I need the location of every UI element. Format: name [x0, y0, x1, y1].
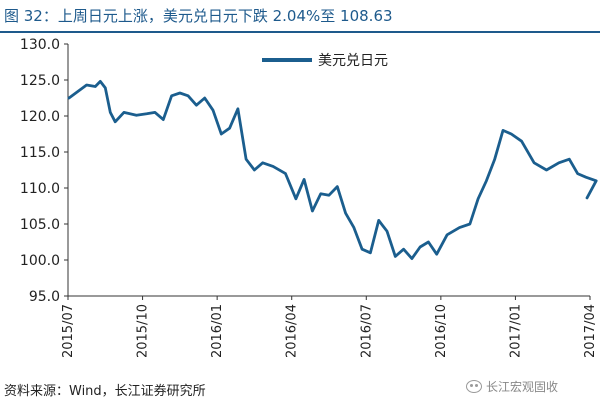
x-tick-label: 2017/01 [508, 304, 523, 358]
data-point [585, 176, 587, 179]
data-point [237, 107, 239, 110]
data-point [520, 140, 523, 143]
data-point [245, 158, 248, 161]
data-point [545, 169, 548, 171]
y-tick-label: 105.0 [20, 217, 60, 233]
y-tick-label: 110.0 [20, 181, 60, 197]
data-point [295, 197, 297, 200]
data-point [435, 253, 438, 256]
line-chart: 95.0 100.0 105.0 110.0 115.0 120.0 125.0 130.0 2… [20, 37, 598, 358]
watermark: 长江宏观固收 [466, 378, 558, 395]
data-point [145, 112, 148, 115]
data-point [353, 226, 355, 229]
wechat-icon [466, 380, 482, 393]
data-point [311, 210, 314, 212]
data-point [336, 185, 339, 188]
data-point [344, 212, 347, 215]
data-point [402, 248, 405, 251]
data-point [493, 158, 496, 161]
y-tick-label: 115.0 [20, 145, 60, 161]
data-point [411, 257, 413, 260]
x-tick-label: 2015/10 [136, 304, 151, 358]
x-tick-label: 2016/04 [285, 304, 300, 358]
data-point [458, 226, 461, 229]
x-tick-label: 2016/01 [210, 304, 225, 358]
data-point [228, 127, 231, 130]
data-point [477, 197, 479, 200]
x-tick-label: 2015/07 [61, 304, 76, 358]
x-tick-label: 2016/10 [434, 304, 449, 358]
data-point [104, 87, 107, 89]
data-point [195, 104, 198, 107]
data-point [427, 241, 430, 243]
data-point [419, 246, 421, 248]
data-point [394, 255, 397, 258]
legend-label: 美元兑日元 [318, 53, 388, 69]
data-point [212, 109, 214, 112]
data-point [123, 111, 125, 114]
data-point [558, 161, 560, 164]
data-point [135, 114, 138, 117]
data-point [272, 165, 274, 168]
data-point [377, 219, 380, 222]
source-note: 资料来源：Wind，长江证券研究所 [4, 384, 206, 399]
y-tick-label: 125.0 [20, 73, 60, 89]
data-point [109, 111, 112, 114]
y-tick-label: 100.0 [20, 253, 60, 269]
x-tick-label: 2017/04 [583, 304, 598, 358]
data-point [187, 94, 190, 97]
data-point [361, 248, 363, 251]
data-point [68, 97, 70, 99]
y-tick-label: 120.0 [20, 109, 60, 125]
data-point [85, 84, 88, 86]
plot-area [67, 80, 598, 261]
data-point [510, 133, 513, 135]
data-point [203, 97, 206, 99]
data-point [154, 111, 156, 114]
data-point [586, 197, 588, 199]
data-point [179, 92, 181, 94]
data-point [369, 251, 372, 254]
data-point [328, 194, 330, 197]
data-point [595, 179, 598, 182]
data-point [284, 172, 287, 175]
series-line-usd-jpy [67, 80, 598, 261]
data-point [469, 223, 471, 225]
data-point [94, 85, 97, 88]
data-point [576, 172, 579, 175]
watermark-text: 长江宏观固收 [486, 380, 559, 394]
data-point [261, 161, 264, 164]
data-point [99, 80, 102, 83]
data-point [386, 230, 388, 233]
data-point [485, 179, 488, 182]
data-point [502, 129, 504, 132]
x-tick-label: 2016/07 [359, 304, 374, 358]
y-tick-label: 95.0 [29, 289, 60, 305]
data-point [533, 161, 535, 164]
chart-axes: 95.0 100.0 105.0 110.0 115.0 120.0 125.0 130.0 2… [20, 37, 598, 358]
chart-title: 图 32：上周日元上涨，美元兑日元下跌 2.04%至 108.63 [4, 7, 393, 25]
y-tick-label: 130.0 [20, 37, 60, 53]
data-point [170, 94, 173, 97]
data-point [303, 178, 305, 181]
data-point [319, 192, 322, 195]
chart-legend: 美元兑日元 [262, 53, 388, 69]
data-point [162, 118, 165, 121]
data-point [220, 133, 223, 135]
data-point [253, 169, 256, 171]
data-point [446, 233, 448, 236]
data-point [568, 158, 571, 161]
data-point [114, 120, 117, 123]
title-underline [0, 31, 600, 33]
